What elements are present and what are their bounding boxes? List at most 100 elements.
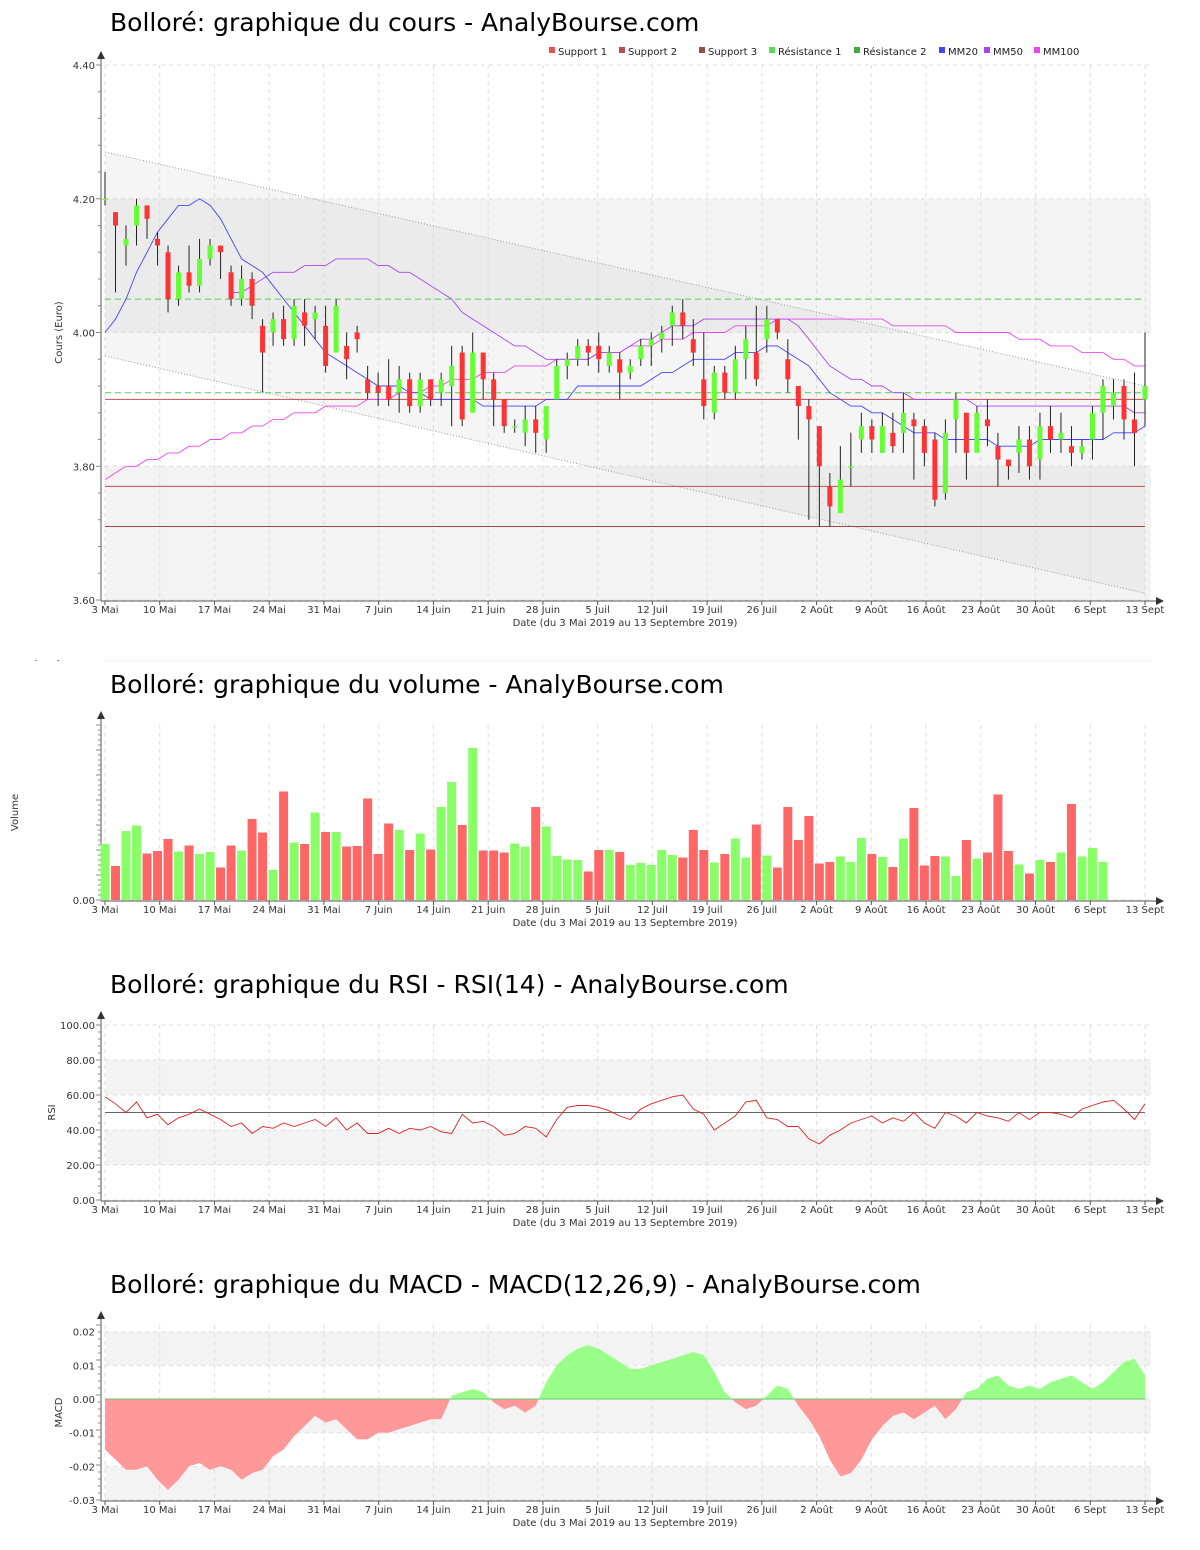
volume-bar [625,865,635,900]
volume-chart-title: Bolloré: graphique du volume - AnalyBour… [110,670,724,699]
volume-bar [583,871,593,900]
volume-bar [226,845,236,900]
y-tick-label: 500,000.00 [38,660,95,663]
candle-body [984,419,990,427]
candle-body [1005,459,1011,467]
candle-body [480,352,486,380]
candle-body [228,272,234,300]
legend-label: Résistance 1 [778,46,841,58]
x-tick-label: 12 Juil [637,605,668,616]
candle-body [323,325,329,366]
x-tick-label: 10 Mai [143,1205,176,1216]
volume-bar [604,850,614,900]
volume-bar [594,850,604,900]
candle-body [701,379,707,407]
candle-body [113,212,119,226]
x-tick-label: 7 Juin [365,1205,393,1216]
volume-bar [940,856,950,900]
volume-bar [772,867,782,900]
x-tick-label: 3 Mai [91,1205,118,1216]
candle-body [165,252,171,300]
candle-body [774,319,780,333]
candle-body [827,486,833,507]
volume-bar [825,862,835,900]
candle-body [302,312,308,326]
candle-body [428,379,434,400]
plot-band [105,198,1151,333]
legend-label: MM100 [1043,47,1079,58]
candle-body [543,406,549,440]
candle-body [680,312,686,326]
volume-bar [667,855,677,900]
volume-bar [268,870,278,900]
volume-bar [457,825,467,900]
candle-body [869,426,875,440]
rsi-line [104,1094,1146,1145]
x-tick-label: 7 Juin [365,605,393,616]
y-axis-arrow [97,1011,105,1019]
volume-bar [510,843,520,900]
volume-bar [132,825,142,900]
candle-body [995,446,1001,460]
x-tick-label: 14 Juin [416,605,450,616]
y-tick-label: 4.00 [73,329,95,340]
volume-bar [751,824,761,900]
volume-bar [300,844,310,900]
candle-body [722,372,728,393]
candle-body [1131,419,1137,433]
candle-body [1037,426,1043,460]
x-tick-label: 9 Août [855,1504,888,1516]
x-tick-label: 30 Août [1016,1204,1055,1216]
macd-chart-title: Bolloré: graphique du MACD - MACD(12,26,… [110,1270,921,1299]
x-tick-label: 30 Août [1016,1504,1055,1516]
candle-body [1068,446,1074,453]
volume-bar [615,852,625,900]
volume-bar [909,808,919,900]
x-tick-label: 30 Août [1016,904,1055,916]
candle-body [155,238,161,246]
x-tick-label: 16 Août [907,1504,946,1516]
plot-band [105,65,1151,199]
x-tick-label: 21 Juin [471,1505,505,1516]
volume-bar [657,850,667,900]
x-tick-label: 16 Août [907,904,946,916]
volume-bar [205,852,215,900]
volume-bar [856,838,866,900]
candle-body [890,432,896,447]
volume-bar [636,863,646,900]
y-axis-arrow [97,1311,105,1319]
candle-body [417,379,423,407]
volume-bar [1056,852,1066,900]
volume-bar [184,845,194,900]
candle-body [659,332,665,340]
x-tick-label: 3 Mai [91,905,118,916]
x-tick-label: 2 Août [800,904,833,916]
y-axis-arrow [97,711,105,719]
x-axis-arrow [1156,597,1164,605]
candle-body [123,238,129,246]
volume-bar [405,850,415,900]
volume-bar [468,748,478,900]
candle-body [134,205,140,226]
y-tick-label: 80.00 [66,1056,95,1067]
y-axis-title: MACD [54,1397,65,1427]
x-tick-label: 28 Juin [526,1205,560,1216]
volume-bar [163,839,173,900]
x-tick-label: 5 Juil [585,1505,609,1516]
candle-body [743,339,749,360]
x-tick-label: 31 Mai [307,605,340,616]
y-tick-label: 0.00 [73,1196,95,1207]
candle-body [627,365,633,373]
x-tick-label: 26 Juil [746,1205,777,1216]
volume-bar [972,858,982,900]
volume-bar [373,854,383,900]
candle-body [260,325,266,353]
legend-swatch [1034,47,1040,53]
legend-label: MM20 [948,47,978,58]
x-tick-label: 13 Sept [1126,1505,1165,1516]
candle-body [816,426,822,467]
volume-bar [489,850,499,900]
volume-bar [415,833,425,900]
x-tick-label: 6 Sept [1074,1205,1106,1216]
x-tick-label: 24 Mai [252,605,285,616]
